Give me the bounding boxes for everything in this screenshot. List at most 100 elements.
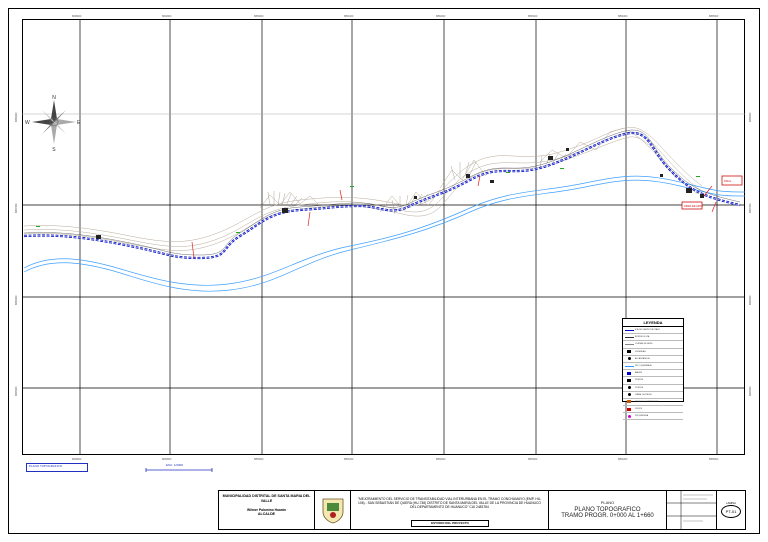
legend-label: EJE DE VIA PROYECTADO (635, 329, 661, 332)
grid-x-label: 8849000 (162, 15, 172, 18)
legend-title: LEYENDA (623, 319, 683, 327)
tag-obra: OBRA DE ARTE (684, 204, 703, 208)
grid-y-label-right: 8998000 (749, 112, 752, 122)
project-cell: "MEJORAMIENTO DEL SERVICIO DE TRANSITABI… (351, 491, 549, 529)
legend-label: RIO / QUEBRADA (635, 365, 652, 368)
tag-box (681, 201, 703, 210)
plano-tramo: TRAMO PROGR. 0+000 AL 1+660 (561, 513, 654, 520)
east-label: E (77, 120, 81, 126)
legend-label: BADEN (635, 372, 642, 375)
drawing-sheet (8, 8, 760, 534)
legend-symbol-icon (623, 343, 635, 345)
sheet-label: LAMINA (726, 502, 736, 505)
grid-x-label: 8853000 (528, 15, 538, 18)
legend-symbol-icon (623, 400, 635, 404)
legend-symbol-icon (623, 371, 635, 375)
grid-y-label: 8998000 (15, 112, 18, 122)
grid-x-label-bottom: 8854000 (618, 458, 628, 461)
plano-title: PLANO TOPOGRAFICO (574, 506, 641, 513)
legend-label: CURVAS DE NIVEL (635, 343, 653, 346)
legend-symbol-icon (623, 386, 635, 390)
legend-label: PUENTE (635, 379, 644, 382)
mayor-name: Wilmer Palomino Huarán (247, 508, 286, 513)
grid-x-label-bottom: 8853000 (528, 458, 538, 461)
grid-x-label: 8855000 (709, 15, 719, 18)
scale-box: PLANO TOPOGRAFICO (26, 463, 88, 472)
legend-symbol-icon (623, 378, 635, 382)
contour-lines (23, 127, 703, 251)
legend-symbol-icon (623, 336, 635, 338)
grid-y-label-right: 8996000 (749, 295, 752, 305)
legend: LEYENDA EJE DE VIA PROYECTADO BORDE DE VI… (622, 318, 684, 421)
grid-x-label: 8852000 (436, 15, 446, 18)
grid-x-label-bottom: 8852000 (436, 458, 446, 461)
legend-item: POSTES (623, 385, 683, 392)
grid-x-label: 8854000 (618, 15, 628, 18)
legend-item: RIO / QUEBRADA (623, 363, 683, 371)
legend-item: PROGRESIVA (623, 413, 683, 421)
grid-x-label-bottom: 8849000 (162, 458, 172, 461)
map-frame (22, 19, 745, 455)
river-lines (23, 175, 746, 292)
legend-symbol-icon (623, 407, 635, 411)
study-stamp: ESTUDIO DEL PROYECTO (411, 520, 489, 527)
legend-item: PUENTE (623, 377, 683, 385)
legend-symbol-icon (623, 357, 635, 361)
legend-label: ALCANTARILLA (635, 357, 650, 360)
project-name: "MEJORAMIENTO DEL SERVICIO DE TRANSITABI… (357, 497, 542, 509)
grid-labels: 8848000 8849000 8850000 8851000 8852000 … (15, 15, 752, 461)
grid-y-label: 8995000 (15, 386, 18, 396)
signature-cell (667, 491, 717, 529)
grid-y-label: 8996000 (15, 295, 18, 305)
grid-x-label-bottom: 8850000 (254, 458, 264, 461)
legend-label: CANAL DE RIEGO (635, 393, 652, 396)
legend-item: ALCANTARILLA (623, 356, 683, 363)
grid-y-label-right: 8995000 (749, 386, 752, 396)
plano-cell: PLANO PLANO TOPOGRAFICO TRAMO PROGR. 0+0… (549, 491, 667, 529)
legend-symbol-icon (623, 414, 635, 418)
culverts (191, 175, 717, 259)
legend-symbol-icon (623, 393, 635, 397)
legend-item: CANAL DE RIEGO (623, 392, 683, 399)
legend-label: PROGRESIVA (635, 415, 649, 418)
legend-label: POSTES (635, 386, 644, 389)
sheet-code: PT-01 (721, 505, 741, 518)
grid-y-label-right: 8997000 (749, 203, 752, 213)
title-block: MUNICIPALIDAD DISTRITAL DE SANTA MARIA D… (218, 490, 746, 530)
legend-item: MURO DE CONTENCION (623, 399, 683, 407)
seal-cell (315, 491, 351, 529)
legend-item: EJE DE VIA PROYECTADO (623, 327, 683, 335)
plano-label: PLANO (600, 500, 615, 505)
municipality-cell: MUNICIPALIDAD DISTRITAL DE SANTA MARIA D… (219, 491, 315, 529)
scale-label: PLANO TOPOGRAFICO (29, 464, 63, 468)
west-label: W (25, 120, 30, 126)
grid-x-label: 8848000 (72, 15, 82, 18)
grid-y-label: 8997000 (15, 203, 18, 213)
legend-item: CURVAS DE NIVEL (623, 341, 683, 349)
municipality-seal-icon (322, 498, 343, 524)
north-label: N (52, 95, 56, 101)
legend-item: BORDE DE VIA (623, 334, 683, 342)
legend-item: CRUCE (623, 406, 683, 414)
legend-label: VIVIENDAS (635, 350, 646, 353)
tag-box (721, 175, 743, 186)
legend-symbol-icon (623, 329, 635, 331)
grid-x-label-bottom: 8848000 (72, 458, 82, 461)
grid-x-label-bottom: 8855000 (709, 458, 719, 461)
legend-symbol-icon (623, 365, 635, 367)
legend-item: BADEN (623, 370, 683, 378)
legend-symbol-icon (623, 350, 635, 354)
legend-item: VIVIENDAS (623, 349, 683, 356)
structures (96, 148, 704, 239)
legend-label: CRUCE (635, 408, 643, 411)
municipality-name: MUNICIPALIDAD DISTRITAL DE SANTA MARIA D… (222, 494, 311, 503)
legend-label: MURO DE CONTENCION (635, 400, 659, 403)
signature-grid (667, 491, 717, 529)
map-tags: FINAL OBRA DE ARTE (681, 175, 743, 210)
legend-rows: EJE DE VIA PROYECTADO BORDE DE VIA CURVAS … (623, 327, 683, 421)
mayor-role: ALCALDE (257, 512, 276, 517)
road-axis (23, 129, 741, 260)
legend-label: BORDE DE VIA (635, 336, 650, 339)
progressive-marks (36, 168, 700, 233)
